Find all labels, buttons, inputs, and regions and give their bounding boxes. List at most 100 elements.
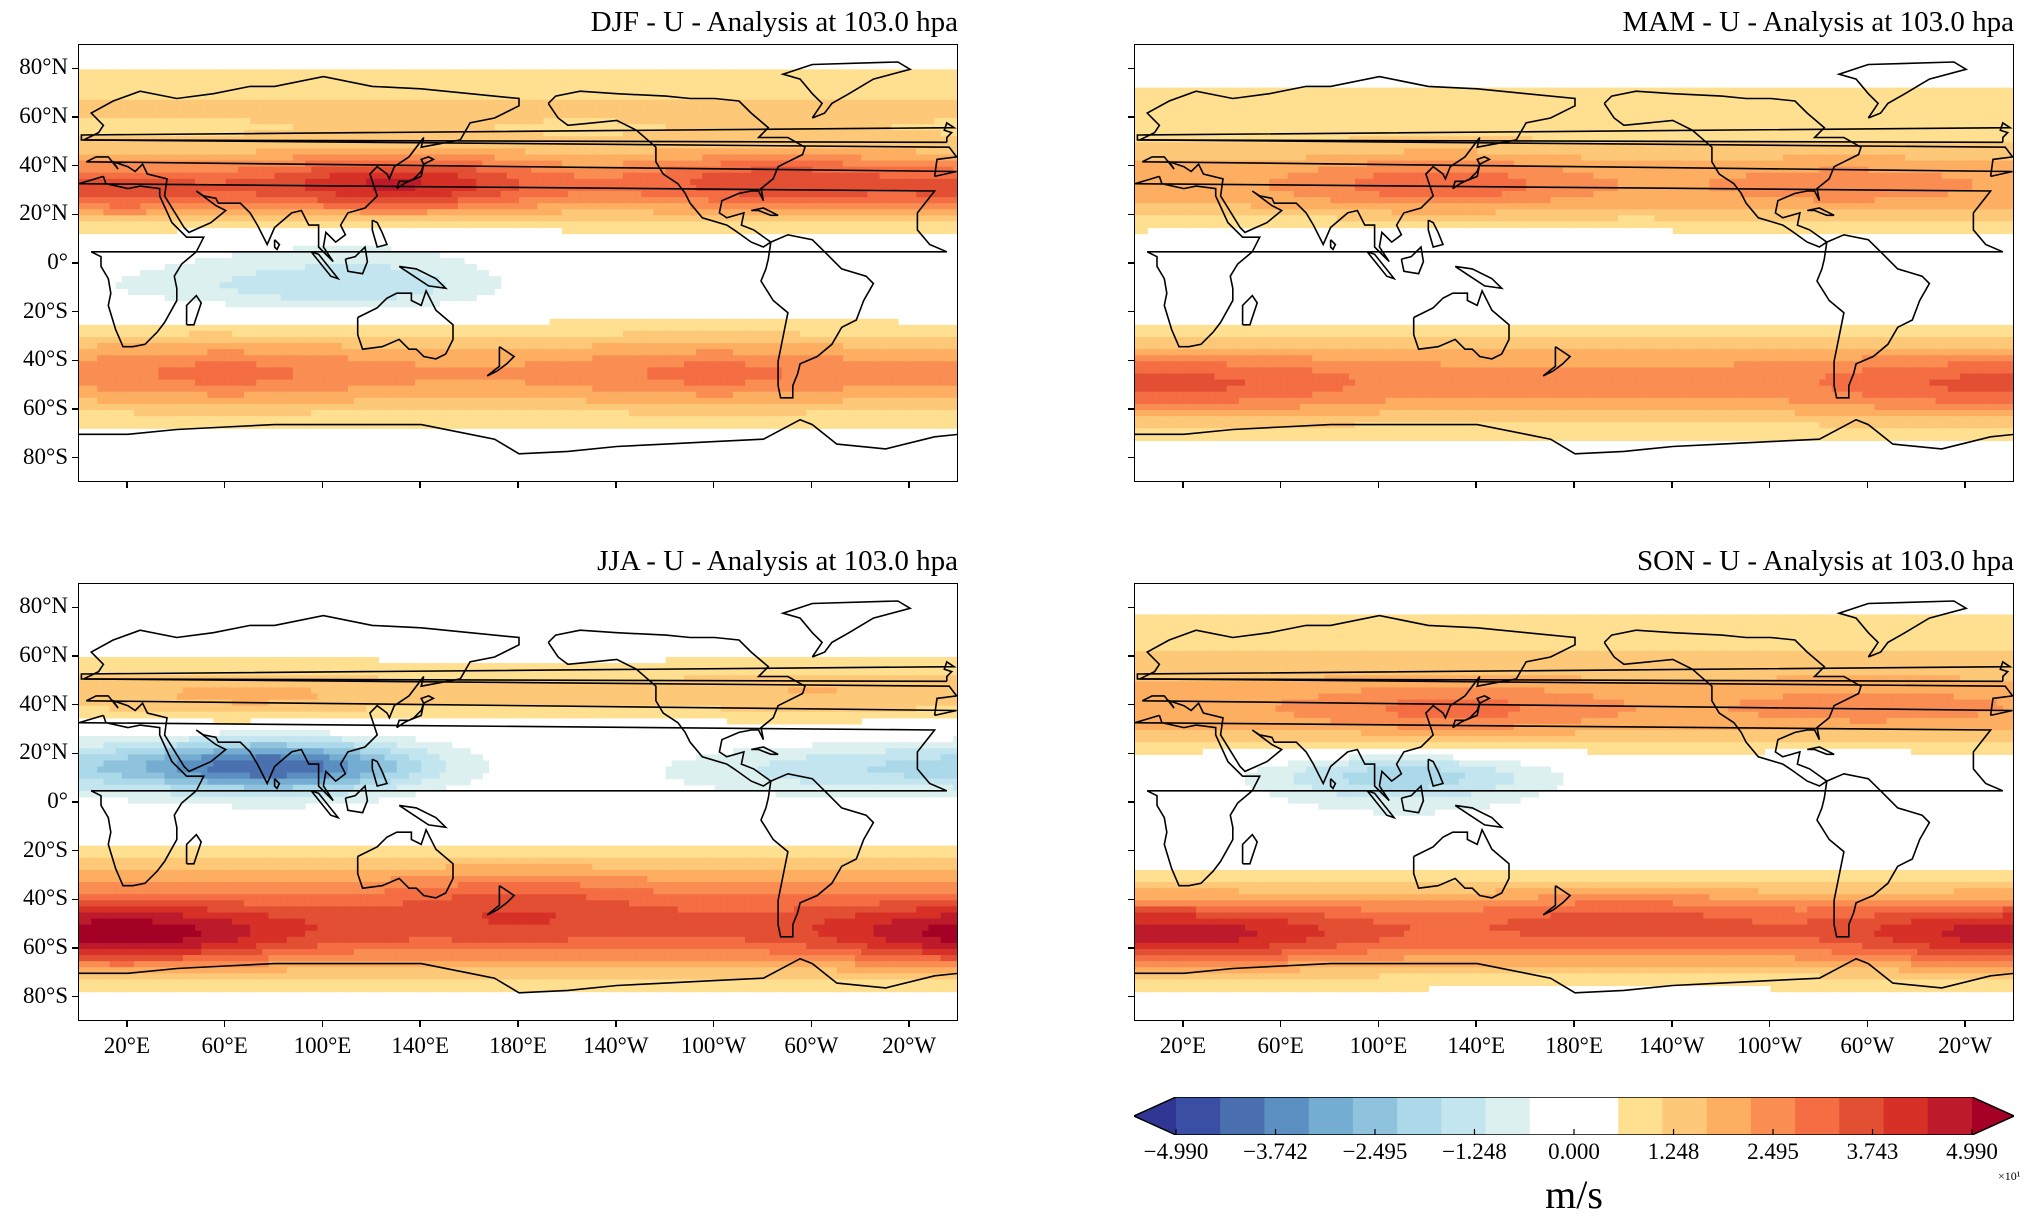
colorbar-tick-label: −4.990 <box>1144 1139 1209 1165</box>
lat-tick <box>72 606 78 609</box>
lon-tick <box>517 482 519 488</box>
coastline <box>1816 772 1931 938</box>
colorbar-tick-label: 0.000 <box>1548 1139 1600 1165</box>
lat-tick-label: 0° <box>47 249 68 275</box>
coastline <box>371 758 389 787</box>
lat-tick <box>1128 655 1134 657</box>
lon-tick-label: 60°E <box>202 1033 248 1059</box>
coastline <box>1603 90 1862 248</box>
colorbar-segment <box>1308 1097 1354 1135</box>
lat-tick <box>72 898 78 901</box>
coastline <box>1366 251 1397 281</box>
coastline <box>1400 784 1425 814</box>
lon-tick-label: 100°W <box>1737 1033 1802 1059</box>
coastline <box>344 784 369 814</box>
colorbar-tick-label: 4.990 <box>1946 1139 1998 1165</box>
lon-tick <box>712 1021 715 1027</box>
coastline <box>1135 714 2004 887</box>
coastline <box>356 827 454 899</box>
colorbar-segment <box>1795 1097 1840 1135</box>
panel-title: JJA - U - Analysis at 103.0 hpa <box>78 545 958 578</box>
colorbar-segment <box>1397 1097 1442 1135</box>
colorbar-extend-min <box>1134 1097 1176 1135</box>
coastline <box>1139 614 2013 802</box>
colorbar-segment <box>1485 1097 1531 1135</box>
lon-tick-label: 100°W <box>681 1033 746 1059</box>
lat-tick-label: 40°S <box>23 346 68 372</box>
coastline <box>751 207 779 217</box>
coastline <box>83 614 957 802</box>
coastline <box>1136 121 2013 144</box>
colorbar-segment <box>1352 1097 1398 1135</box>
coastline <box>1135 418 2013 455</box>
colorbar-bar <box>1132 1096 2016 1136</box>
coastline <box>185 294 203 326</box>
lon-tick <box>419 1021 421 1027</box>
lat-tick-label: 20°S <box>23 298 68 324</box>
colorbar-multiplier: ×10¹ <box>1998 1169 2020 1184</box>
lon-tick <box>1475 1021 1477 1027</box>
coastline <box>1329 778 1337 790</box>
lon-tick-label: 140°E <box>391 1033 449 1059</box>
coastline <box>1454 804 1504 829</box>
lat-tick-label: 40°S <box>23 885 68 911</box>
lon-tick <box>1377 1021 1380 1027</box>
lat-tick <box>72 456 78 459</box>
lon-tick <box>1671 482 1673 488</box>
colorbar-segment <box>1706 1097 1752 1135</box>
lat-tick-label: 40°N <box>19 152 68 178</box>
colorbar-segment <box>1927 1097 1973 1135</box>
lon-tick-label: 60°E <box>1258 1033 1304 1059</box>
coastline <box>780 600 913 658</box>
coastline <box>1412 288 1510 360</box>
lon-tick-label: 20°E <box>1160 1033 1206 1059</box>
lat-tick <box>1128 703 1134 706</box>
lat-tick-label: 20°S <box>23 837 68 863</box>
lon-tick <box>1475 482 1477 488</box>
contour-field <box>1135 61 2013 455</box>
lon-tick <box>126 1021 128 1027</box>
lat-tick <box>1128 801 1134 803</box>
lat-tick-label: 60°S <box>23 934 68 960</box>
coastline <box>1836 600 1969 658</box>
coastline <box>1329 239 1337 251</box>
lat-tick-label: 80°S <box>23 444 68 470</box>
lon-tick <box>615 482 617 488</box>
lat-tick <box>1128 213 1134 216</box>
lon-tick <box>1964 482 1966 488</box>
coastline <box>1816 233 1931 399</box>
lat-tick <box>72 164 78 167</box>
coastline <box>1241 294 1259 326</box>
lat-tick <box>1128 752 1134 755</box>
coastline <box>1400 245 1425 275</box>
lon-tick <box>1866 482 1869 488</box>
coastline <box>547 629 806 787</box>
coastline <box>398 265 448 290</box>
lon-tick-label: 20°W <box>882 1033 936 1059</box>
lat-tick <box>72 801 78 803</box>
coastline <box>1241 833 1259 865</box>
lat-tick <box>1128 67 1134 70</box>
lon-tick <box>321 1021 324 1027</box>
colorbar-segment <box>1618 1097 1663 1135</box>
coastline <box>1136 660 2013 683</box>
lon-tick-label: 180°E <box>1545 1033 1603 1059</box>
lat-tick <box>1128 408 1134 410</box>
lat-tick <box>1128 262 1134 264</box>
coastline <box>273 239 281 251</box>
coastline <box>310 251 341 281</box>
lat-tick <box>72 359 78 362</box>
lon-tick <box>1182 482 1184 488</box>
lat-tick-label: 40°N <box>19 691 68 717</box>
lat-tick-label: 60°N <box>19 642 68 668</box>
coastline <box>1412 827 1510 899</box>
colorbar-tick-label: −1.248 <box>1442 1139 1507 1165</box>
lat-tick <box>72 947 78 949</box>
lon-tick-label: 100°E <box>1350 1033 1408 1059</box>
lat-tick <box>72 310 78 313</box>
coastline <box>1807 746 1835 756</box>
coastline <box>1454 265 1504 290</box>
panel-title: SON - U - Analysis at 103.0 hpa <box>1134 545 2014 578</box>
coastline <box>547 90 806 248</box>
lat-tick <box>72 262 78 264</box>
